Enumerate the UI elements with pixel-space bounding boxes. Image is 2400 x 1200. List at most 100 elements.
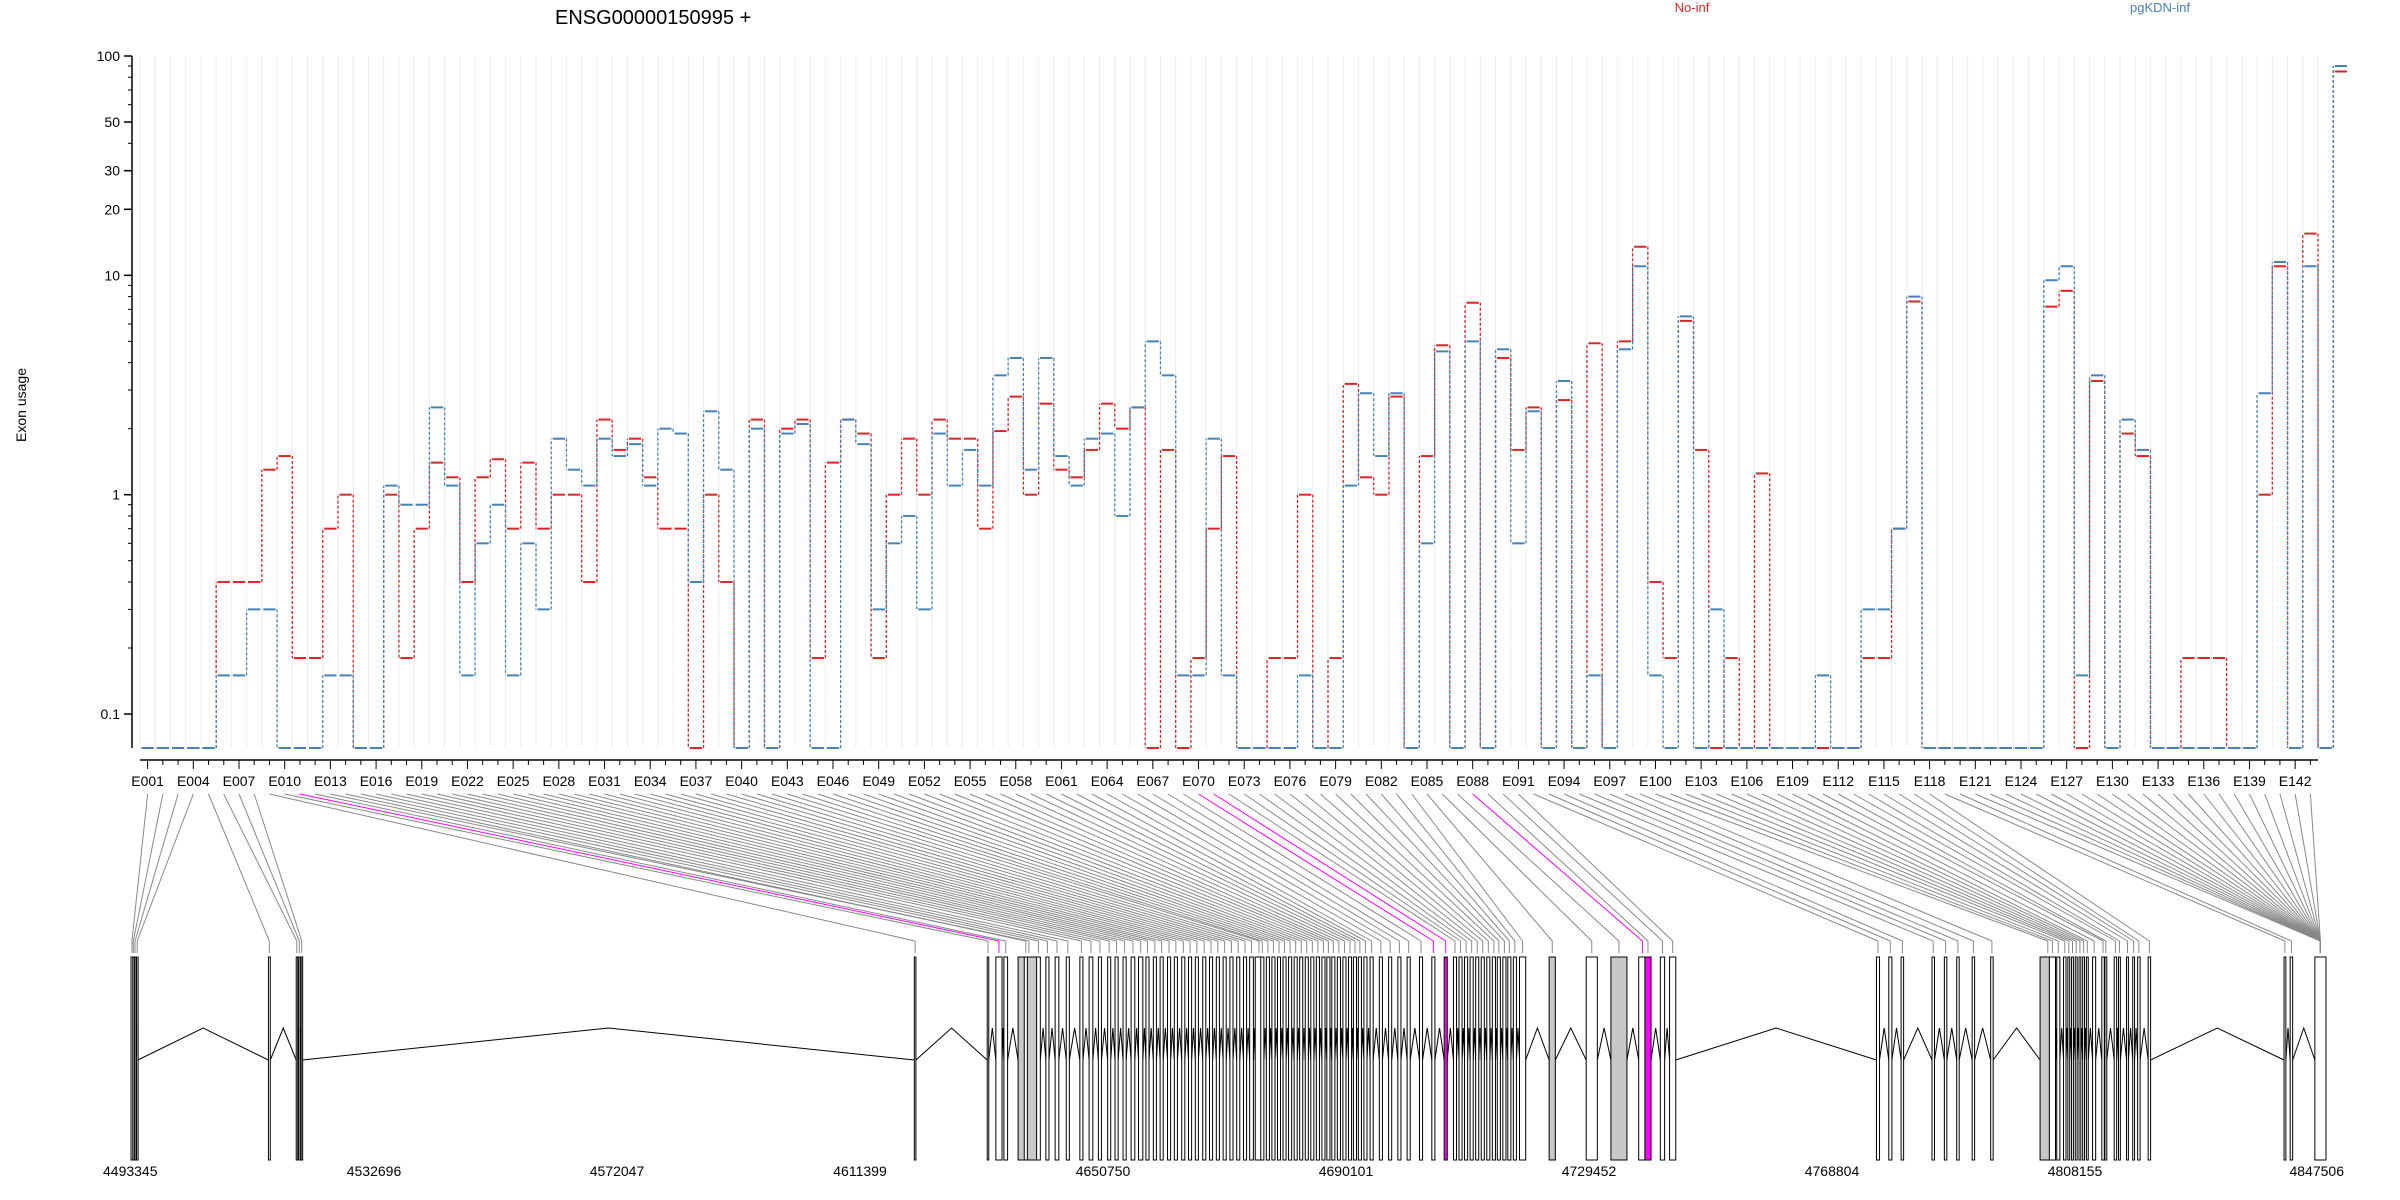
- exon-box: [2056, 956, 2061, 1161]
- exon-tick-label: E049: [862, 773, 895, 789]
- exon-connector: [1243, 793, 1461, 942]
- intron: [1048, 1027, 1056, 1061]
- exon-connector: [1152, 793, 1400, 942]
- exon-connector: [1594, 793, 1946, 942]
- exon-tick-label: E022: [451, 773, 484, 789]
- exon-connector: [863, 793, 1285, 942]
- y-tick-label: 100: [97, 48, 121, 64]
- exon-tick-label: E025: [497, 773, 530, 789]
- exon-connector: [711, 793, 1225, 942]
- exon-connector: [1380, 793, 1510, 942]
- exon-tick-label: E130: [2096, 773, 2129, 789]
- exon-connector: [315, 793, 1006, 942]
- exon-box: [1036, 956, 1041, 1161]
- exon-connector: [1914, 793, 2140, 942]
- genomic-tick-label: 4493345: [103, 1163, 158, 1179]
- exon-connector: [2036, 793, 2321, 942]
- exon-box: [1079, 956, 1084, 1161]
- exon-connector: [680, 793, 1212, 942]
- exon-connector: [2020, 793, 2321, 942]
- exon-connector: [1198, 793, 1434, 942]
- exon-box: [1875, 956, 1881, 1161]
- exon-connectors: [131, 793, 2321, 953]
- exon-connector: [1061, 793, 1356, 942]
- exon-connector: [1335, 793, 1495, 942]
- exon-connector: [528, 793, 1141, 942]
- exon-box: [1491, 956, 1496, 1161]
- exon-box: [1512, 956, 1517, 1161]
- intron: [1125, 1027, 1132, 1061]
- intron: [2150, 1027, 2285, 1061]
- exon-box: [1644, 956, 1652, 1161]
- exon-box: [1452, 956, 1458, 1161]
- intron: [1142, 1027, 1147, 1061]
- intron: [1422, 1027, 1433, 1061]
- exon-tick-label: E121: [1959, 773, 1992, 789]
- exon-connector: [2249, 793, 2321, 942]
- exon-tick-label: E034: [634, 773, 667, 789]
- intron: [1664, 1027, 1671, 1061]
- exon-tick-label: E001: [131, 773, 164, 789]
- exon-box: [2078, 956, 2082, 1161]
- legend-entry-no-inf: No-inf: [1675, 0, 1710, 15]
- exon-connector: [1365, 793, 1505, 942]
- exon-box: [995, 956, 1003, 1161]
- exon-box: [2101, 956, 2105, 1161]
- exon-tick-label: E067: [1136, 773, 1169, 789]
- exon-box: [1222, 956, 1227, 1161]
- exon-connector: [238, 793, 300, 942]
- exon-connector: [756, 793, 1246, 942]
- exon-connector: [1822, 793, 2104, 942]
- exon-connector: [1670, 793, 2053, 942]
- exon-box: [1188, 956, 1193, 1161]
- intron: [1184, 1027, 1190, 1061]
- exon-connector: [1274, 793, 1472, 942]
- intron: [1246, 1027, 1251, 1061]
- exon-box: [1282, 956, 1287, 1161]
- exon-box: [1971, 956, 1976, 1161]
- intron: [1596, 1027, 1612, 1061]
- exon-connector: [1106, 793, 1372, 942]
- exon-axis: E001 E004 E007 E010 E013 E016 E019 E022 E025 E028…: [131, 759, 2318, 789]
- intron: [1205, 1027, 1211, 1061]
- exon-connector: [421, 793, 1082, 942]
- exon-box: [1352, 956, 1357, 1161]
- intron: [1946, 1027, 1958, 1061]
- exon-connector: [954, 793, 1319, 942]
- exon-box: [1900, 956, 1905, 1161]
- intron: [1409, 1027, 1420, 1061]
- exon-connector: [1853, 793, 2116, 942]
- intron: [1446, 1027, 1454, 1061]
- exon-box: [1342, 956, 1347, 1161]
- intron: [1434, 1027, 1445, 1061]
- exon-box: [133, 956, 137, 1161]
- intron: [988, 1027, 997, 1061]
- exon-connector: [2127, 793, 2321, 942]
- exon-box: [1242, 956, 1248, 1161]
- exon-connector: [1289, 793, 1478, 942]
- exon-connector: [619, 793, 1184, 942]
- intron: [915, 1027, 988, 1061]
- y-tick-label: 10: [104, 267, 120, 283]
- intron: [2087, 1027, 2094, 1061]
- intron: [1891, 1027, 1902, 1061]
- exon-connector: [2188, 793, 2321, 942]
- intron: [1554, 1026, 1587, 1061]
- exon-connector: [1396, 793, 1516, 942]
- exon-box: [2126, 956, 2129, 1161]
- exon-connector: [375, 793, 1048, 942]
- exon-connector: [1411, 793, 1524, 942]
- intron: [1525, 1026, 1550, 1061]
- intron: [1212, 1027, 1217, 1061]
- intron: [1372, 1027, 1380, 1061]
- exon-connector: [2218, 793, 2321, 942]
- exon-connector: [1015, 793, 1340, 942]
- intron: [2119, 1027, 2128, 1061]
- intron: [1155, 1027, 1161, 1061]
- exon-tick-label: E082: [1365, 773, 1398, 789]
- exon-connector: [406, 793, 1068, 942]
- exon-connector: [1746, 793, 2077, 942]
- exon-box: [1215, 956, 1220, 1161]
- intron: [1933, 1027, 1945, 1061]
